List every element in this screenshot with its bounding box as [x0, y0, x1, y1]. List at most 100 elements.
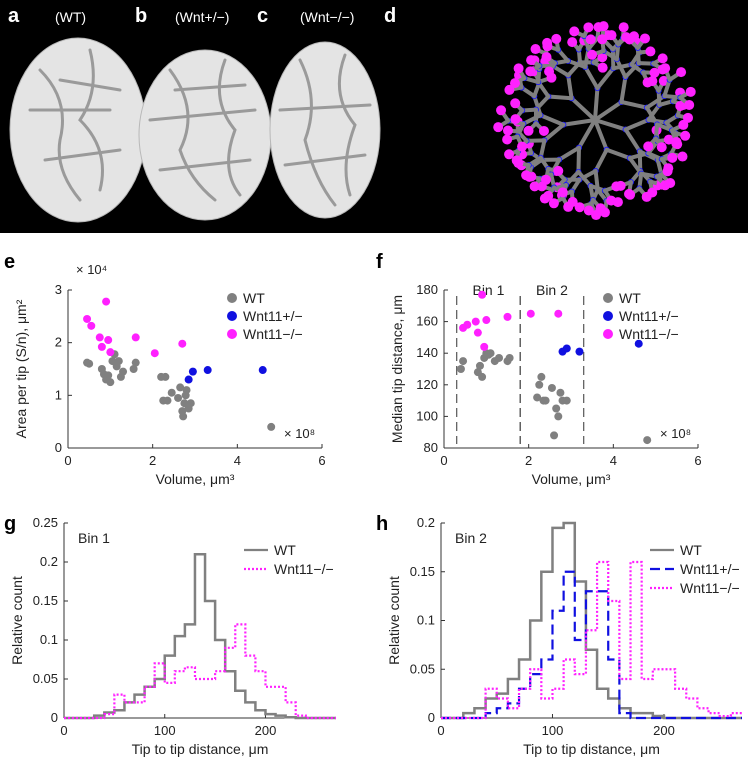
scatter-point	[104, 371, 112, 379]
x-multiplier-label: × 10⁸	[660, 426, 691, 441]
tree-tip	[676, 67, 686, 77]
tree-tip	[597, 34, 607, 44]
tree-tip	[510, 114, 520, 124]
legend-marker	[227, 311, 237, 321]
tree-tip	[583, 22, 593, 32]
tree-tip	[525, 66, 535, 76]
legend-label: Wnt11+/−	[619, 308, 679, 324]
tree-tip	[496, 105, 506, 115]
scatter-point	[563, 397, 571, 405]
legend-marker	[603, 329, 613, 339]
tree-tip	[645, 46, 655, 56]
y-axis-label: Area per tip (S/n), μm²	[13, 299, 29, 438]
scatter-point	[168, 389, 176, 397]
y-axis-label: Relative count	[9, 576, 25, 665]
scatter-point	[83, 315, 91, 323]
tree-tip	[660, 180, 670, 190]
y-tick-label: 0	[55, 440, 62, 455]
scatter-point	[115, 357, 123, 365]
scatter-point	[179, 412, 187, 420]
image-title-wnt-ko: (Wnt−/−)	[300, 9, 354, 25]
kidney-rendering-wnt-ko	[270, 42, 380, 218]
legend-marker	[603, 311, 613, 321]
legend-label: Wnt11−/−	[243, 326, 303, 342]
scatter-point	[102, 298, 110, 306]
tree-tip	[619, 22, 629, 32]
legend-label: WT	[680, 542, 702, 558]
scatter-point	[459, 357, 467, 365]
tree-tip	[542, 41, 552, 51]
x-tick-label: 100	[154, 723, 176, 738]
tree-tip	[680, 131, 690, 141]
scatter-point	[535, 381, 543, 389]
tree-tip	[514, 63, 524, 73]
y-tick-label: 0.1	[417, 613, 435, 628]
x-tick-label: 6	[694, 453, 701, 468]
tree-segment	[578, 148, 579, 172]
panel-label-e: e	[4, 251, 15, 273]
tree-tip	[587, 50, 597, 60]
panel-label-b: b	[135, 5, 147, 27]
tree-tip	[558, 187, 568, 197]
tree-tip	[658, 53, 668, 63]
scatter-point	[259, 366, 267, 374]
tree-tip	[510, 98, 520, 108]
y-tick-label: 0	[51, 710, 58, 725]
tree-tip	[493, 122, 503, 132]
tree-tip	[569, 26, 579, 36]
y-tick-label: 0.2	[40, 554, 58, 569]
legend-label: Wnt11−/−	[619, 326, 679, 342]
tree-tip	[607, 30, 617, 40]
scatter-point	[548, 384, 556, 392]
tree-tip	[584, 206, 594, 216]
histogram-step-line	[64, 554, 336, 718]
y-tick-label: 0.25	[33, 515, 58, 530]
tree-tip	[663, 166, 673, 176]
tree-tip	[503, 126, 513, 136]
bin-label: Bin 2	[536, 282, 568, 298]
y-tick-label: 0	[428, 710, 435, 725]
tree-tip	[553, 166, 563, 176]
x-axis-label: Volume, μm³	[156, 471, 235, 487]
x-tick-label: 0	[437, 723, 444, 738]
legend-label: Wnt11−/−	[274, 561, 334, 577]
x-tick-label: 0	[440, 453, 447, 468]
scatter-point	[189, 368, 197, 376]
scatter-point	[132, 333, 140, 341]
y-axis-label: Relative count	[386, 576, 402, 665]
scatter-point	[542, 397, 550, 405]
tree-tip	[643, 77, 653, 87]
tree-tip	[606, 196, 616, 206]
panel-label-f: f	[376, 251, 383, 273]
tree-tip	[510, 78, 520, 88]
tree-tip	[544, 66, 554, 76]
legend-label: Wnt11+/−	[243, 308, 303, 324]
panel-label-a: a	[8, 5, 20, 27]
bin-annotation: Bin 1	[78, 530, 110, 546]
kidney-rendering-wnt-het	[139, 50, 271, 220]
scatter-point	[457, 365, 465, 373]
y-tick-label: 3	[55, 282, 62, 297]
y-tick-label: 0.15	[33, 593, 58, 608]
y-tick-label: 100	[416, 408, 438, 423]
y-tick-label: 120	[416, 377, 438, 392]
tree-tip	[596, 203, 606, 213]
y-tick-label: 0.2	[417, 515, 435, 530]
x-tick-label: 0	[60, 723, 67, 738]
image-title-wt: (WT)	[55, 9, 86, 25]
scatter-point	[119, 368, 127, 376]
y-tick-label: 1	[55, 387, 62, 402]
tree-tip	[677, 152, 687, 162]
tree-tip	[625, 190, 635, 200]
y-tick-label: 140	[416, 345, 438, 360]
scatter-point	[563, 344, 571, 352]
histogram-step-line	[64, 624, 336, 718]
scatter-point	[480, 343, 488, 351]
scatter-point	[472, 318, 480, 326]
x-tick-label: 200	[653, 723, 675, 738]
scatter-point	[478, 373, 486, 381]
